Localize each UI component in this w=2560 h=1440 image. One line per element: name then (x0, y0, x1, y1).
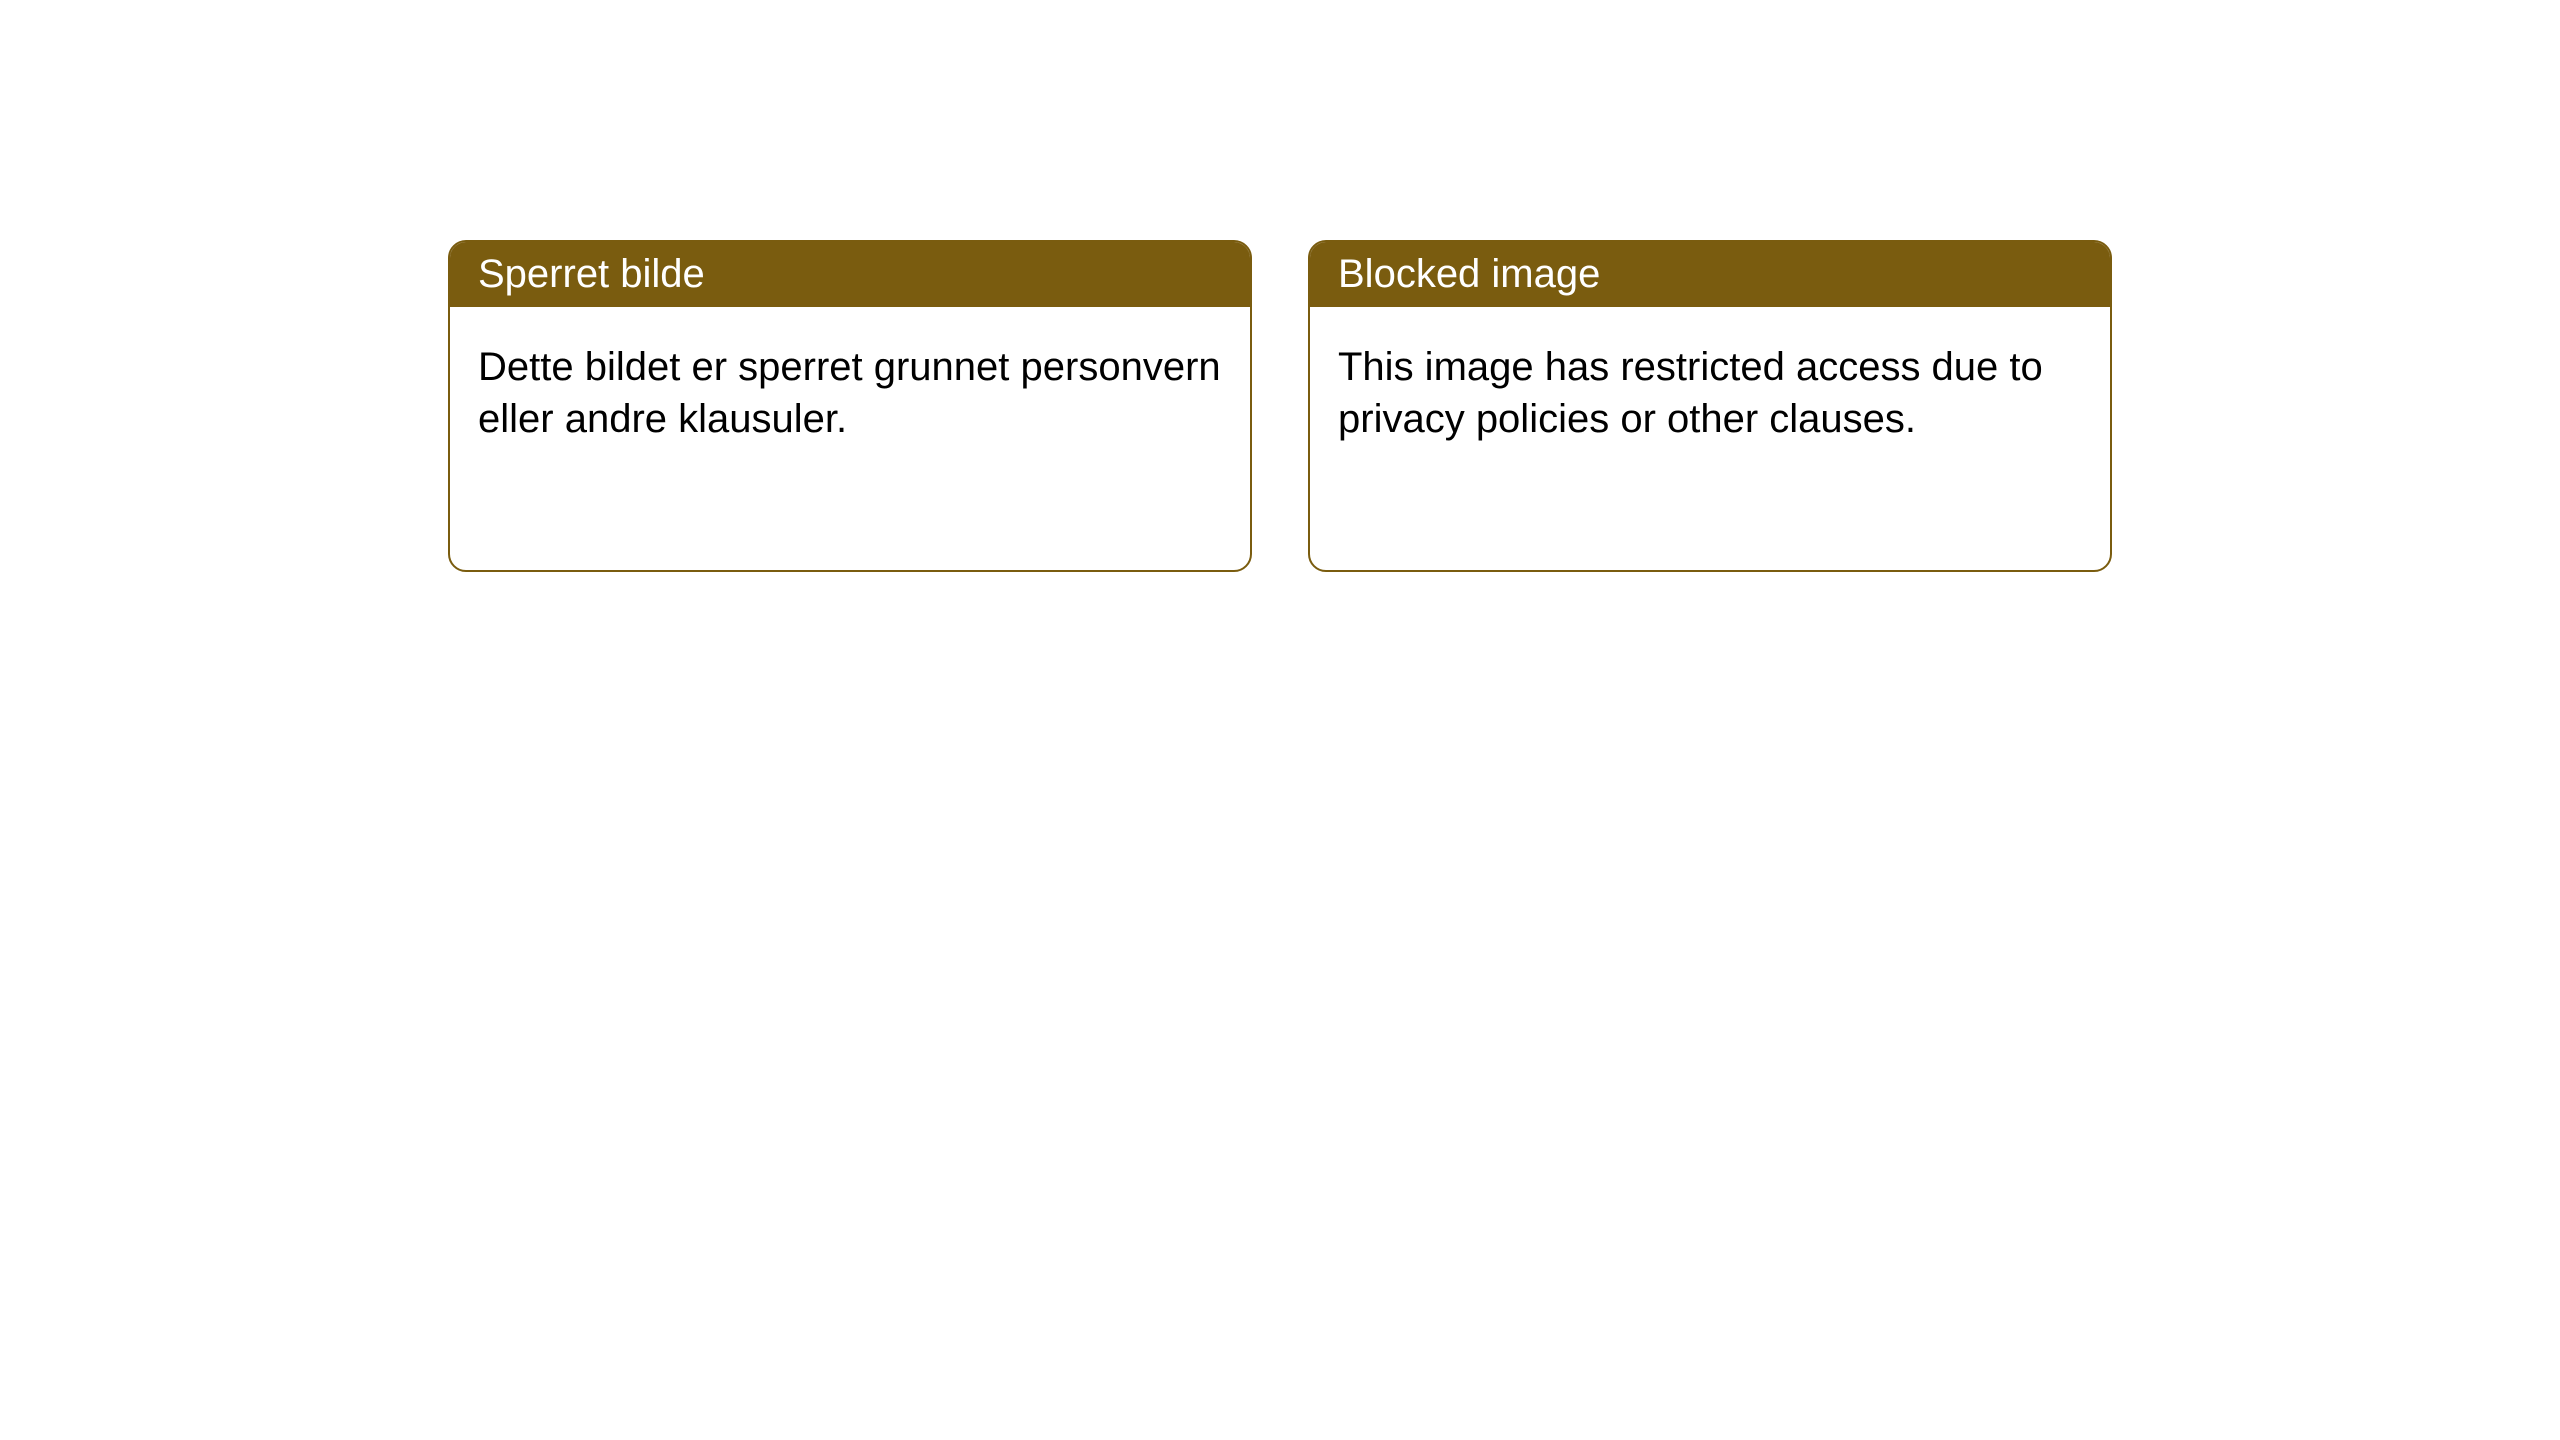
notice-card-english: Blocked image This image has restricted … (1308, 240, 2112, 572)
notice-body-text: This image has restricted access due to … (1338, 345, 2043, 441)
notice-title: Sperret bilde (478, 252, 705, 296)
notice-container: Sperret bilde Dette bildet er sperret gr… (0, 0, 2560, 572)
notice-body: Dette bildet er sperret grunnet personve… (450, 307, 1250, 479)
notice-body-text: Dette bildet er sperret grunnet personve… (478, 345, 1221, 441)
notice-header: Blocked image (1310, 242, 2110, 307)
notice-card-norwegian: Sperret bilde Dette bildet er sperret gr… (448, 240, 1252, 572)
notice-title: Blocked image (1338, 252, 1600, 296)
notice-header: Sperret bilde (450, 242, 1250, 307)
notice-body: This image has restricted access due to … (1310, 307, 2110, 479)
